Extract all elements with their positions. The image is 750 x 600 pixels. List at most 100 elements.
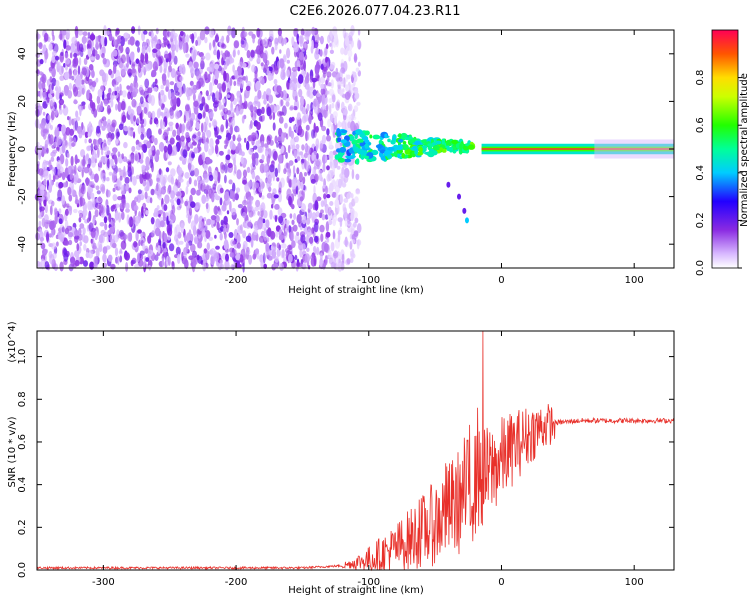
noise-dot [202, 178, 205, 186]
noise-dot [213, 101, 219, 108]
noise-dot [338, 76, 343, 82]
noise-dot [121, 114, 126, 123]
noise-dot [152, 36, 156, 42]
noise-dot [81, 232, 86, 243]
noise-dot [57, 61, 61, 69]
noise-dot [299, 248, 303, 258]
noise-dot [137, 229, 142, 234]
noise-dot [340, 47, 345, 55]
noise-dot [134, 153, 138, 162]
noise-dot [116, 38, 122, 43]
noise-dot [329, 29, 333, 38]
noise-dot [63, 104, 66, 109]
noise-dot [54, 208, 58, 217]
noise-dot [86, 90, 90, 101]
echo-blob [448, 146, 454, 153]
noise-dot [144, 191, 148, 200]
noise-dot [181, 251, 184, 261]
noise-dot [213, 49, 217, 56]
noise-dot [225, 253, 229, 262]
echo-blob [441, 148, 447, 153]
noise-dot [317, 101, 320, 109]
colorbar-ticks: 0.0 0.2 0.4 0.6 0.8 [695, 70, 742, 276]
noise-dot [169, 137, 175, 145]
noise-dot [223, 239, 229, 251]
noise-dot [231, 207, 237, 216]
noise-dot [128, 216, 134, 228]
noise-dot [230, 190, 236, 199]
echo-blob [372, 134, 381, 140]
noise-dot [127, 39, 131, 45]
noise-dot [239, 94, 242, 106]
noise-dot [159, 98, 163, 107]
x-tick-label: -100 [357, 275, 380, 286]
noise-dot [76, 243, 80, 252]
noise-dot [296, 231, 300, 236]
echo-blob [412, 145, 419, 150]
noise-dot [264, 165, 268, 172]
noise-dot [92, 217, 96, 225]
noise-dot [121, 153, 124, 160]
echo-blob [397, 138, 404, 143]
noise-dot [161, 257, 165, 267]
noise-dot [216, 221, 220, 231]
noise-dot [240, 156, 244, 164]
noise-dot [43, 199, 47, 205]
noise-dot [262, 52, 268, 63]
noise-dot [324, 243, 329, 253]
noise-dot [250, 49, 255, 58]
noise-dot [225, 228, 229, 233]
noise-dot [81, 79, 85, 85]
noise-dot [256, 121, 261, 131]
noise-dot [74, 199, 80, 205]
noise-dot [98, 203, 104, 214]
noise-dot [82, 31, 88, 37]
noise-dot [224, 174, 227, 184]
noise-dot [64, 71, 70, 80]
noise-dot [297, 74, 304, 84]
noise-dot [119, 83, 122, 93]
noise-dot [290, 138, 296, 147]
noise-dot [123, 141, 128, 149]
noise-dot [220, 219, 224, 226]
noise-dot [208, 42, 212, 51]
noise-dot [151, 32, 155, 38]
noise-dot [304, 35, 310, 41]
noise-dot [91, 81, 97, 88]
noise-dot [242, 230, 247, 239]
noise-dot [118, 250, 123, 255]
noise-dot [127, 105, 132, 116]
noise-dot [193, 147, 199, 154]
noise-dot [158, 168, 162, 176]
noise-dot [341, 253, 345, 264]
noise-dot [184, 200, 189, 207]
noise-dot [221, 43, 227, 49]
noise-dot [242, 63, 247, 68]
noise-dot [46, 147, 49, 154]
noise-dot [213, 252, 220, 262]
noise-dot [201, 151, 206, 161]
noise-dot [44, 261, 50, 270]
noise-dot [39, 228, 43, 235]
noise-dot [58, 218, 63, 225]
noise-dot [312, 89, 317, 96]
noise-dot [39, 236, 45, 242]
noise-dot [167, 144, 173, 155]
noise-dot [251, 132, 256, 138]
noise-dot [308, 114, 312, 125]
noise-dot [71, 142, 75, 148]
noise-dot [266, 237, 270, 243]
noise-dot [242, 179, 247, 185]
noise-dot [288, 179, 292, 188]
noise-dot [115, 128, 120, 139]
noise-dot [79, 241, 82, 247]
noise-dot [147, 111, 152, 119]
noise-dot [212, 92, 216, 103]
noise-dot [154, 137, 158, 146]
noise-dot [127, 161, 132, 172]
noise-dot [256, 54, 261, 63]
noise-dot [295, 135, 299, 143]
noise-dot [313, 255, 317, 267]
noise-dot [263, 99, 267, 105]
noise-dot [246, 49, 251, 59]
